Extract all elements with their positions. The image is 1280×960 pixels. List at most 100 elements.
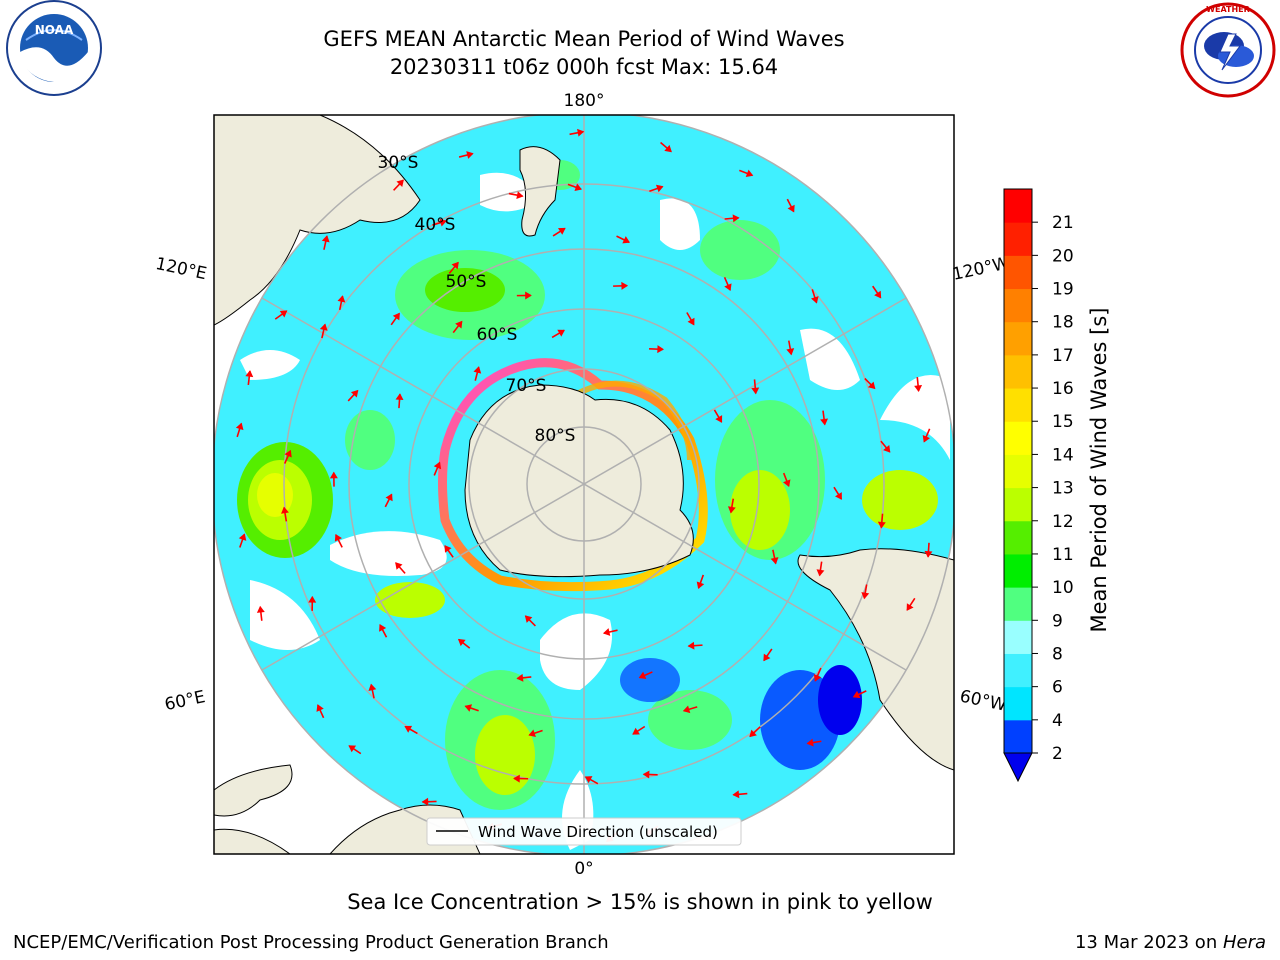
colorbar-tick-label: 10 (1052, 578, 1074, 598)
wind-wave-arrowhead (906, 603, 914, 611)
lat-label-40s: 40°S (415, 215, 456, 235)
wind-wave-arrowhead (811, 296, 819, 304)
colorbar-tick-label: 16 (1052, 379, 1074, 399)
sea-ice-edge (438, 358, 708, 592)
wind-wave-arrowhead (444, 545, 452, 553)
footer-date-text: 13 Mar 2023 on (1074, 932, 1223, 953)
wind-wave-arrowhead (528, 729, 536, 737)
wind-wave-arrowhead (867, 381, 876, 390)
colorbar-tick-label: 8 (1052, 644, 1063, 664)
wind-wave-arrowhead (852, 690, 861, 699)
wind-wave-arrowhead (749, 729, 757, 738)
wind-wave-arrowhead (787, 204, 795, 213)
lat-label-30s: 30°S (378, 153, 419, 173)
wind-wave-arrowhead (334, 533, 342, 542)
wind-wave-arrowhead (874, 290, 882, 299)
sea-ice-footnote: Sea Ice Concentration > 15% is shown in … (347, 890, 933, 914)
colorbar-segment (1004, 222, 1032, 256)
colorbar-segment (1004, 620, 1032, 654)
wind-wave-arrowhead (877, 521, 886, 529)
wind-wave-arrowhead (368, 683, 377, 691)
wind-wave-arrowhead (622, 236, 631, 244)
map-subtitle: 20230311 t06z 000h fcst Max: 15.64 (389, 55, 779, 79)
legend-label: Wind Wave Direction (unscaled) (478, 823, 718, 841)
colorbar-segment (1004, 421, 1032, 455)
wind-wave-arrowhead (321, 235, 330, 243)
colorbar-tick-label: 6 (1052, 678, 1063, 698)
wind-wave-arrowhead (732, 214, 740, 223)
wind-wave-arrowhead (348, 745, 357, 753)
wind-wave-arrowhead (745, 169, 754, 178)
wind-wave-arrowhead (621, 281, 629, 290)
wind-wave-arrowhead (806, 738, 814, 747)
colorbar-tick-label: 11 (1052, 545, 1074, 565)
colorbar-segment (1004, 686, 1032, 721)
lon-label-120w: 120°W (951, 253, 1012, 285)
colorbar-label: Mean Period of Wind Waves [s] (1087, 308, 1111, 633)
colorbar-segment (1004, 487, 1032, 522)
colorbar: 2 4 6 8 9 10 11 12 13 14 15 16 17 18 19 20 21 (1003, 188, 1074, 783)
new-zealand-land (519, 146, 561, 237)
wind-wave-arrowhead (574, 183, 583, 191)
colorbar-tick-label: 13 (1052, 479, 1074, 499)
colorbar-tick-label: 14 (1052, 445, 1074, 465)
south-america-land (797, 548, 954, 771)
wind-wave-arrowhead (319, 323, 328, 331)
lat-label-50s: 50°S (446, 272, 487, 292)
wind-wave-arrowhead (922, 434, 931, 443)
wind-wave-arrowhead (687, 317, 695, 326)
lon-label-60e: 60°E (163, 687, 207, 715)
map-legend: Wind Wave Direction (unscaled) (426, 817, 742, 846)
colorbar-segment (1004, 255, 1032, 290)
colorbar-segment (1004, 520, 1032, 555)
colorbar-tick-label: 15 (1052, 412, 1074, 432)
wind-wave-arrowhead (379, 624, 387, 632)
colorbar-extend-triangle (1003, 752, 1033, 783)
colorbar-tick-label: 4 (1052, 711, 1063, 731)
wind-wave-arrowhead (235, 422, 244, 431)
wind-wave-arrowhead (816, 569, 825, 577)
wind-wave-arrowhead (820, 418, 829, 426)
wind-wave-arrowhead (433, 461, 442, 470)
colorbar-tick-label: 20 (1052, 246, 1074, 266)
wind-wave-arrowhead (466, 151, 474, 159)
lat-label-80s: 80°S (535, 426, 576, 446)
colorbar-segment (1004, 388, 1032, 422)
lon-label-0: 0° (574, 859, 593, 879)
wind-wave-arrowhead (395, 562, 403, 570)
wind-wave-arrowhead (385, 493, 393, 502)
wind-wave-arrowhead (350, 389, 359, 398)
wind-wave-arrowhead (284, 449, 292, 458)
nws-logo: WEATHER (1176, 0, 1280, 100)
wind-wave-arrowhead (783, 479, 791, 488)
wind-wave-arrowhead (524, 615, 533, 623)
wind-wave-arrowhead (513, 774, 520, 783)
wind-wave-arrowhead (281, 506, 289, 514)
no-data-regions (240, 172, 950, 850)
wind-wave-arrowhead (337, 295, 346, 303)
wind-wave-arrowhead (657, 345, 665, 354)
wind-wave-arrowhead (316, 704, 324, 712)
colorbar-segment (1004, 653, 1032, 688)
footer-producer: NCEP/EMC/Verification Post Processing Pr… (13, 932, 609, 953)
colorbar-tick-label: 12 (1052, 512, 1074, 532)
wind-wave-arrowhead (421, 797, 429, 806)
wave-period-patches (237, 160, 938, 810)
lon-label-60w: 60°W (958, 686, 1008, 715)
wind-wave-arrowhead (813, 674, 822, 682)
noaa-logo: NOAA (2, 0, 106, 100)
map-title: GEFS MEAN Antarctic Mean Period of Wind … (323, 27, 845, 51)
wind-wave-arrowhead (395, 393, 404, 401)
australia-land (214, 115, 421, 326)
colorbar-segment (1004, 587, 1032, 621)
map-content (214, 115, 954, 854)
wind-wave-arrowhead (883, 445, 891, 453)
wind-wave-arrowhead (238, 533, 247, 541)
wind-wave-arrowhead (786, 348, 795, 356)
wind-wave-arrowhead (584, 776, 593, 784)
wind-wave-arrowhead (664, 144, 672, 153)
wind-wave-arrowhead (473, 366, 482, 374)
wind-wave-arrowhead (632, 727, 640, 735)
lat-label-70s: 70°S (506, 376, 547, 396)
